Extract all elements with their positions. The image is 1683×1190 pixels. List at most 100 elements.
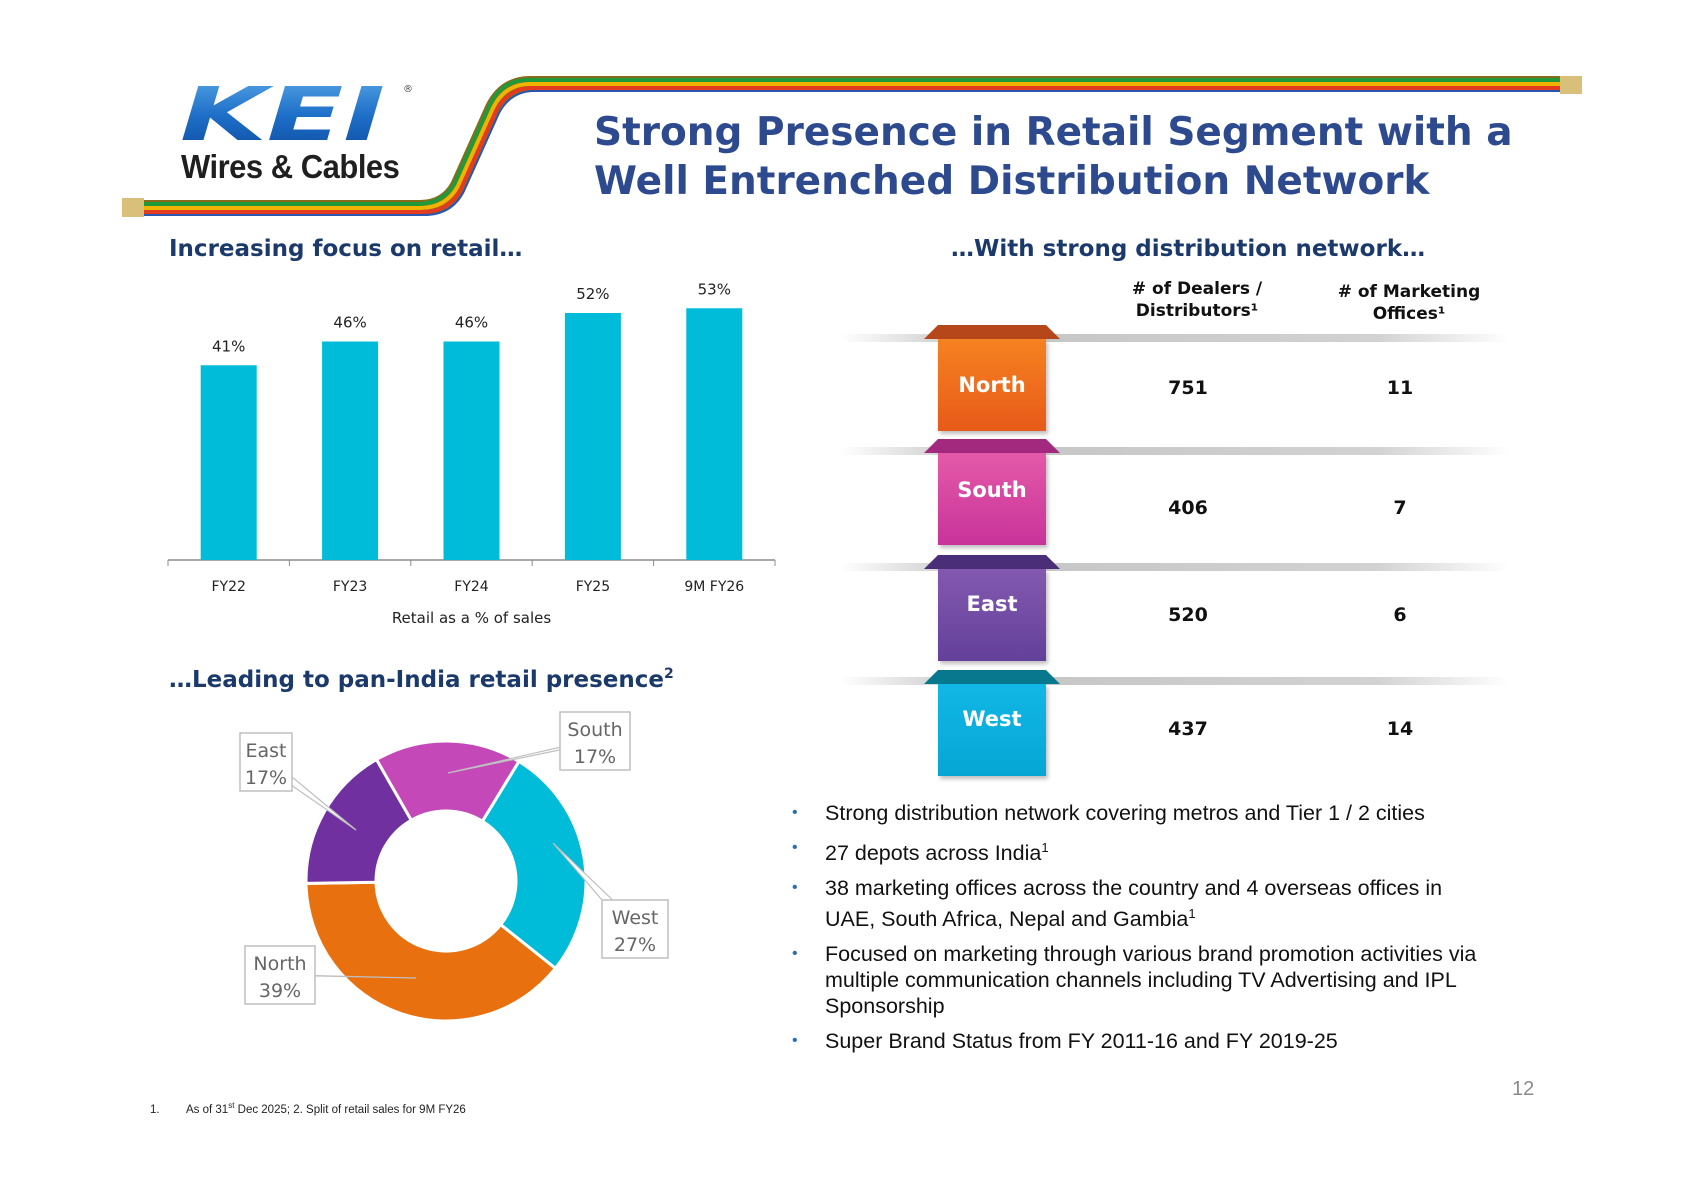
bar-value-label: 46% (455, 314, 488, 332)
donut-label: North (253, 953, 306, 975)
title-line-2: Well Entrenched Distribution Network (594, 159, 1430, 204)
dealers-north: 751 (1168, 377, 1208, 399)
region-label-east: East (938, 569, 1046, 661)
bar-9m-fy26 (686, 308, 743, 560)
x-tick-label: FY25 (576, 579, 610, 595)
donut-slice-north (304, 880, 558, 1023)
bullet-item: • 27 depots across India1 (792, 835, 1492, 866)
bullet-sup: 1 (1188, 906, 1196, 921)
bullet-item: • Focused on marketing through various br… (792, 941, 1492, 1019)
row-separator (840, 563, 1510, 571)
offices-west: 14 (1386, 718, 1414, 740)
donut-label: East (246, 740, 287, 762)
logo-tagline: Wires & Cables (181, 148, 400, 186)
region-ear-south (924, 439, 1060, 453)
bar-plot-area: 41% FY22 46% FY23 46% FY24 52% FY25 53% 9M FY26 Re… (167, 280, 776, 627)
donut-label: South (567, 719, 622, 741)
column-header-offices: # of Marketing Offices¹ (1299, 281, 1519, 325)
column-header-offices-line2: Offices¹ (1372, 304, 1446, 324)
bar-fy25 (564, 313, 621, 560)
x-tick-label: FY23 (333, 579, 367, 595)
highlights-list: • Strong distribution network covering me… (792, 800, 1492, 1063)
donut-callout-box (559, 711, 631, 771)
cable-end-left (122, 198, 144, 217)
page-title: Strong Presence in Retail Segment with a… (594, 108, 1594, 206)
column-header-dealers-line2: Distributors¹ (1135, 301, 1259, 321)
x-tick-label: 9M FY26 (684, 579, 744, 595)
bar-fy23 (322, 341, 379, 560)
region-label-west: West (938, 684, 1046, 776)
column-header-dealers-line1: # of Dealers / (1131, 279, 1263, 299)
bullet-marker: • (792, 945, 798, 962)
bullet-item: • Strong distribution network covering me… (792, 800, 1492, 826)
column-header-offices-line1: # of Marketing (1337, 282, 1481, 302)
donut-value-label: 39% (259, 980, 301, 1002)
donut-value-label: 27% (614, 934, 656, 956)
row-separator (840, 334, 1510, 342)
donut-callout-box (244, 945, 316, 1005)
region-ear-west (924, 670, 1060, 684)
footnote-post: Dec 2025; 2. Split of retail sales for 9… (234, 1104, 466, 1116)
section-heading-distribution: …With strong distribution network… (951, 236, 1426, 262)
retail-share-bar-chart: 41% FY22 46% FY23 46% FY24 52% FY25 53% 9M FY26 Re… (167, 280, 776, 627)
donut-callout-box (239, 732, 293, 792)
region-ear-east (924, 555, 1060, 569)
title-line-1: Strong Presence in Retail Segment with a (594, 110, 1513, 155)
bar-value-label: 52% (576, 285, 609, 303)
cable-end-right (1560, 76, 1582, 94)
donut-label: West (612, 907, 659, 929)
footnote-sup: st (228, 1101, 235, 1110)
row-separator (840, 447, 1510, 455)
bullet-text: 38 marketing offices across the country … (825, 876, 1443, 931)
donut-value-label: 17% (574, 746, 616, 768)
section-heading-retail: Increasing focus on retail… (169, 236, 523, 262)
dealers-east: 520 (1168, 604, 1208, 626)
region-label-south: South (938, 453, 1046, 545)
bullet-text: Strong distribution network covering met… (825, 801, 1425, 825)
donut-value-label: 17% (245, 767, 287, 789)
pan-india-text: …Leading to pan-India retail presence (169, 667, 665, 693)
x-tick-label: FY22 (211, 579, 245, 595)
footnote-pre: As of 31 (186, 1104, 229, 1116)
bullet-marker: • (792, 804, 798, 821)
column-header-dealers: # of Dealers / Distributors¹ (1087, 278, 1307, 322)
section-heading-pan-india: …Leading to pan-India retail presence2 (169, 666, 674, 693)
bar-value-label: 41% (212, 337, 245, 355)
footnote-number: 1. (150, 1104, 160, 1116)
offices-east: 6 (1393, 604, 1407, 626)
bar-fy22 (200, 365, 257, 560)
donut-callout-box (601, 899, 669, 959)
footnote: 1. As of 31st Dec 2025; 2. Split of retai… (150, 1101, 466, 1116)
dealers-west: 437 (1168, 718, 1208, 740)
donut-slice-east (304, 757, 414, 885)
bullet-text: Super Brand Status from FY 2011-16 and F… (825, 1029, 1338, 1053)
bullet-text: 27 depots across India (825, 841, 1042, 865)
offices-south: 7 (1393, 497, 1407, 519)
x-tick-label: FY24 (454, 579, 489, 595)
bullet-marker: • (792, 839, 798, 856)
region-ear-north (924, 325, 1060, 339)
kei-logo-mark: KEI ® (180, 80, 413, 150)
retail-split-donut-chart: South 17% West 27% North 39% East 17% (239, 711, 669, 1023)
bullet-sup: 1 (1041, 840, 1049, 855)
bullet-marker: • (792, 1032, 798, 1049)
bar-value-label: 46% (333, 314, 366, 332)
page-number: 12 (1512, 1078, 1535, 1100)
svg-text:KEI: KEI (180, 80, 385, 150)
donut-plot-area: South 17% West 27% North 39% East 17% (239, 711, 669, 1023)
svg-text:®: ® (403, 84, 413, 95)
region-label-north: North (938, 339, 1046, 431)
bullet-item: • 38 marketing offices across the country… (792, 875, 1492, 932)
bullet-text: Focused on marketing through various bra… (825, 942, 1477, 1018)
donut-slice-west (480, 759, 588, 971)
dealers-south: 406 (1168, 497, 1208, 519)
bar-fy24 (443, 341, 500, 560)
cable-stripe-graphic (122, 76, 1582, 217)
x-axis-label: Retail as a % of sales (392, 609, 552, 627)
pan-india-sup: 2 (664, 666, 674, 682)
bullet-item: • Super Brand Status from FY 2011-16 and … (792, 1028, 1492, 1054)
row-separator (840, 677, 1510, 685)
bar-value-label: 53% (698, 280, 731, 298)
bullet-marker: • (792, 879, 798, 896)
offices-north: 11 (1386, 377, 1414, 399)
